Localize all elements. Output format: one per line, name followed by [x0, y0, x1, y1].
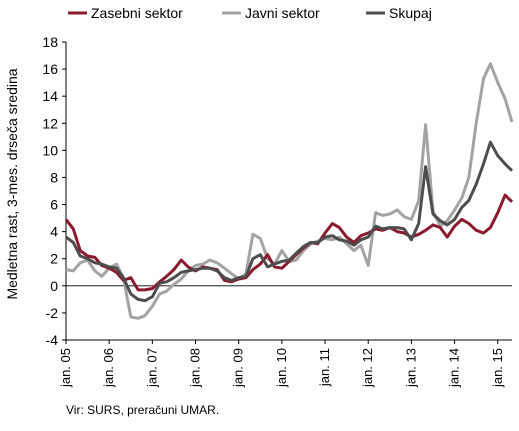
x-tick-label: jan. 12: [360, 348, 375, 388]
legend: Zasebni sektor Javni sektor Skupaj: [68, 5, 432, 21]
y-axis-title: Medletna rast, 3-mes. drseča sredina: [4, 68, 20, 299]
series-line-skupaj: [65, 140, 514, 303]
y-tick-label: 18: [42, 34, 58, 50]
series-line-zasebni-sektor: [64, 193, 514, 292]
y-tick-label: 2: [50, 251, 58, 267]
x-tick-label: jan. 10: [274, 348, 289, 388]
y-tick-label: -4: [46, 332, 59, 348]
series-layer: [64, 62, 514, 320]
y-tick-label: 16: [42, 61, 58, 77]
y-tick-label: 0: [50, 278, 58, 294]
x-tick-label: jan. 09: [231, 348, 246, 388]
x-tick-label: jan. 05: [58, 348, 73, 388]
y-tick-label: -2: [46, 305, 59, 321]
x-tick-label: jan. 14: [447, 348, 462, 388]
y-tick-label: 12: [42, 115, 58, 131]
x-tick-label: jan. 15: [490, 348, 505, 388]
y-axis: -4 -2 0 2 4 6 8 10 12 14 16 18: [42, 34, 66, 348]
legend-label: Javni sektor: [245, 5, 320, 21]
x-tick-label: jan. 11: [317, 348, 332, 387]
legend-label: Skupaj: [389, 5, 432, 21]
y-tick-label: 14: [42, 88, 58, 104]
x-tick-label: jan. 07: [144, 348, 159, 388]
y-tick-label: 10: [42, 142, 58, 158]
legend-label: Zasebni sektor: [91, 5, 183, 21]
x-axis: jan. 05 jan. 06 jan. 07 jan. 08 jan. 09 jan. …: [58, 340, 505, 388]
y-tick-label: 6: [50, 197, 58, 213]
x-tick-label: jan. 06: [101, 348, 116, 388]
x-tick-label: jan. 08: [188, 348, 203, 388]
y-tick-label: 8: [50, 169, 58, 185]
y-axis-title-group: Medletna rast, 3-mes. drseča sredina: [4, 68, 20, 299]
plot-area: [65, 42, 512, 341]
x-tick-label: jan. 13: [403, 348, 418, 388]
y-tick-label: 4: [50, 224, 58, 240]
source-note: Vir: SURS, preračuni UMAR.: [66, 403, 219, 417]
